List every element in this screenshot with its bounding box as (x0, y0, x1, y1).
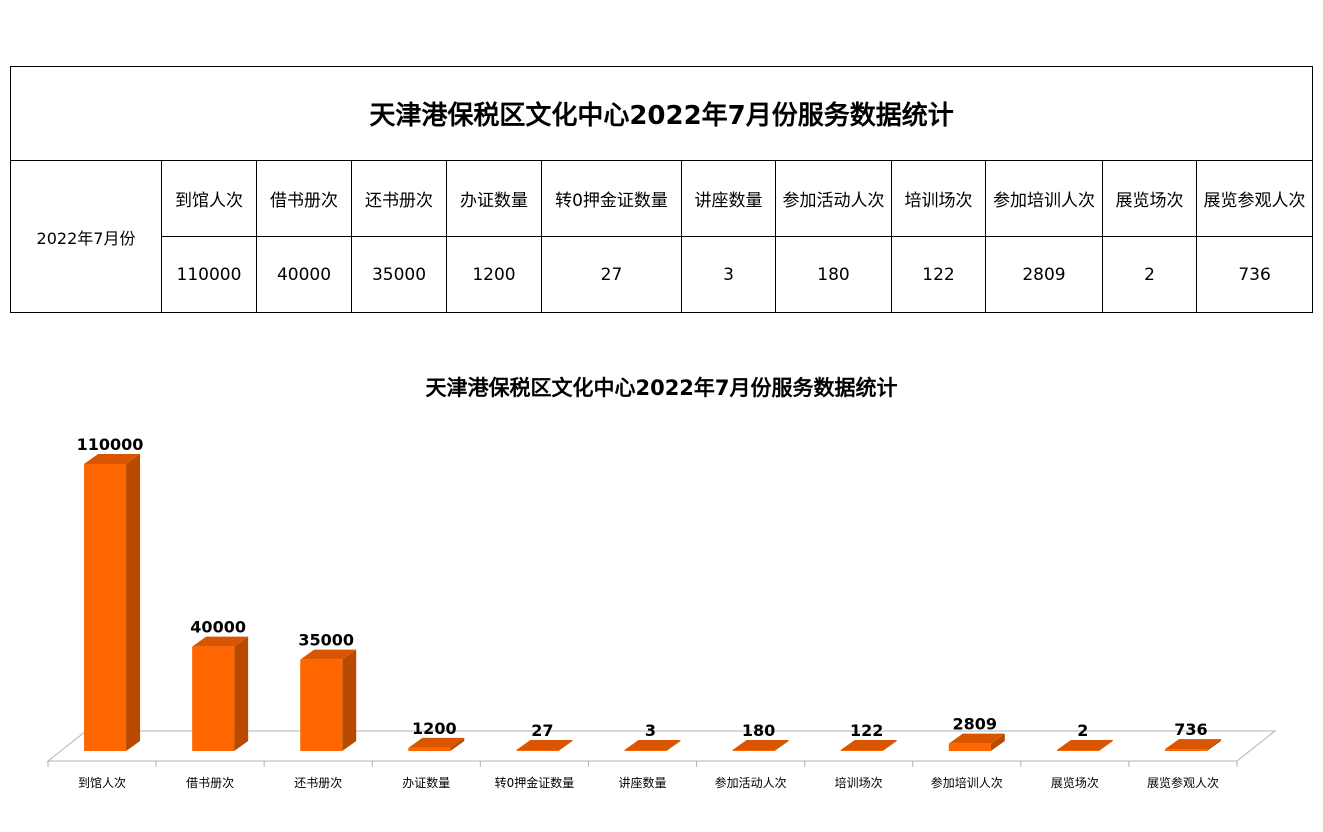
bar-top (1164, 739, 1221, 750)
category-label: 还书册次 (294, 776, 342, 790)
value-cell: 2809 (985, 236, 1103, 313)
header-cell: 借书册次 (256, 160, 352, 237)
value-cell: 110000 (161, 236, 257, 313)
bar (84, 454, 141, 751)
bar-side (234, 636, 249, 751)
bar (948, 733, 1005, 751)
bar-value-label: 35000 (298, 631, 354, 650)
bar-top (732, 740, 789, 750)
bar-value-label: 3 (645, 721, 656, 740)
bar-front (408, 747, 451, 751)
bar-top (516, 740, 573, 750)
category-label: 到馆人次 (78, 775, 126, 790)
bar (1056, 740, 1113, 751)
bar-value-label: 27 (531, 721, 553, 740)
header-cell: 参加活动人次 (775, 160, 892, 237)
value-cell: 180 (775, 236, 892, 313)
chart-title: 天津港保税区文化中心2022年7月份服务数据统计 (425, 376, 898, 400)
bar-side (126, 454, 141, 751)
bar-top (840, 740, 897, 750)
bar-top (192, 636, 249, 647)
bar-side (1206, 739, 1221, 751)
value-cell: 40000 (256, 236, 352, 313)
category-label: 参加培训人次 (931, 775, 1003, 790)
category-axis: 到馆人次 借书册次 还书册次 办证数量 转0押金证数量 讲座数量 参加活动人次 培训场次 参加培… (78, 775, 1219, 790)
category-label: 参加活动人次 (715, 775, 787, 790)
period-cell: 2022年7月份 (10, 160, 162, 313)
bar-value-label: 2809 (953, 715, 998, 734)
bar-side (666, 740, 681, 751)
bar (516, 740, 573, 751)
bar-value-label: 110000 (77, 435, 144, 454)
category-label: 展览参观人次 (1147, 775, 1219, 790)
bar-value-label: 1200 (412, 719, 457, 738)
bar-top (300, 649, 357, 660)
bar-side (1098, 740, 1113, 751)
bar (1164, 739, 1221, 751)
bar-top (408, 737, 465, 748)
category-label: 展览场次 (1051, 775, 1099, 790)
bar-top (1056, 740, 1113, 750)
header-cell: 还书册次 (351, 160, 447, 237)
value-cell: 736 (1195, 236, 1314, 313)
value-cell: 27 (541, 236, 682, 313)
value-cell: 1200 (446, 236, 542, 313)
table-title: 天津港保税区文化中心2022年7月份服务数据统计 (9, 66, 1314, 161)
bar (624, 740, 681, 751)
category-label: 培训场次 (835, 775, 883, 790)
service-data-table: 天津港保税区文化中心2022年7月份服务数据统计 2022年7月份 到馆人次 借… (9, 66, 1314, 313)
bar (192, 636, 249, 751)
category-label: 办证数量 (402, 775, 450, 790)
bar-series (84, 454, 1221, 751)
bar-side (882, 740, 897, 751)
header-cell: 培训场次 (891, 160, 986, 237)
bar-value-label: 736 (1174, 720, 1207, 739)
bar-front (300, 659, 343, 751)
bar-top (948, 733, 1005, 744)
category-label: 讲座数量 (618, 775, 666, 790)
category-label: 转0押金证数量 (495, 775, 575, 790)
header-cell: 讲座数量 (681, 160, 776, 237)
bar-front (732, 750, 775, 751)
bar-front (84, 464, 127, 751)
bar (732, 740, 789, 751)
bar-top (84, 454, 141, 464)
bar-value-label: 40000 (190, 618, 246, 637)
bar (300, 649, 357, 751)
bar-side (558, 740, 573, 751)
bar-value-label: 122 (850, 721, 883, 740)
bar-side (774, 740, 789, 751)
bar (840, 740, 897, 751)
bar-front (1056, 750, 1099, 751)
category-label: 借书册次 (186, 776, 234, 790)
bar (408, 737, 465, 751)
bar-front (192, 646, 235, 751)
bar-front (516, 750, 559, 751)
bar-front (1164, 749, 1207, 751)
header-cell: 展览参观人次 (1195, 160, 1314, 237)
bar-side (450, 737, 465, 751)
header-cell: 办证数量 (446, 160, 542, 237)
value-cell: 3 (681, 236, 776, 313)
data-labels: 110000 40000 35000 1200 27 3 180 122 2809 2 736 (77, 435, 1208, 740)
bar-side (990, 733, 1005, 751)
bar-side (342, 649, 357, 751)
value-cell: 122 (891, 236, 986, 313)
bar-front (624, 750, 667, 751)
bar-front (840, 750, 883, 751)
bar-value-label: 2 (1077, 721, 1088, 740)
header-cell: 参加培训人次 (985, 160, 1103, 237)
bar-front (948, 743, 991, 751)
bar-value-label: 180 (742, 721, 775, 740)
bar-top (624, 740, 681, 750)
